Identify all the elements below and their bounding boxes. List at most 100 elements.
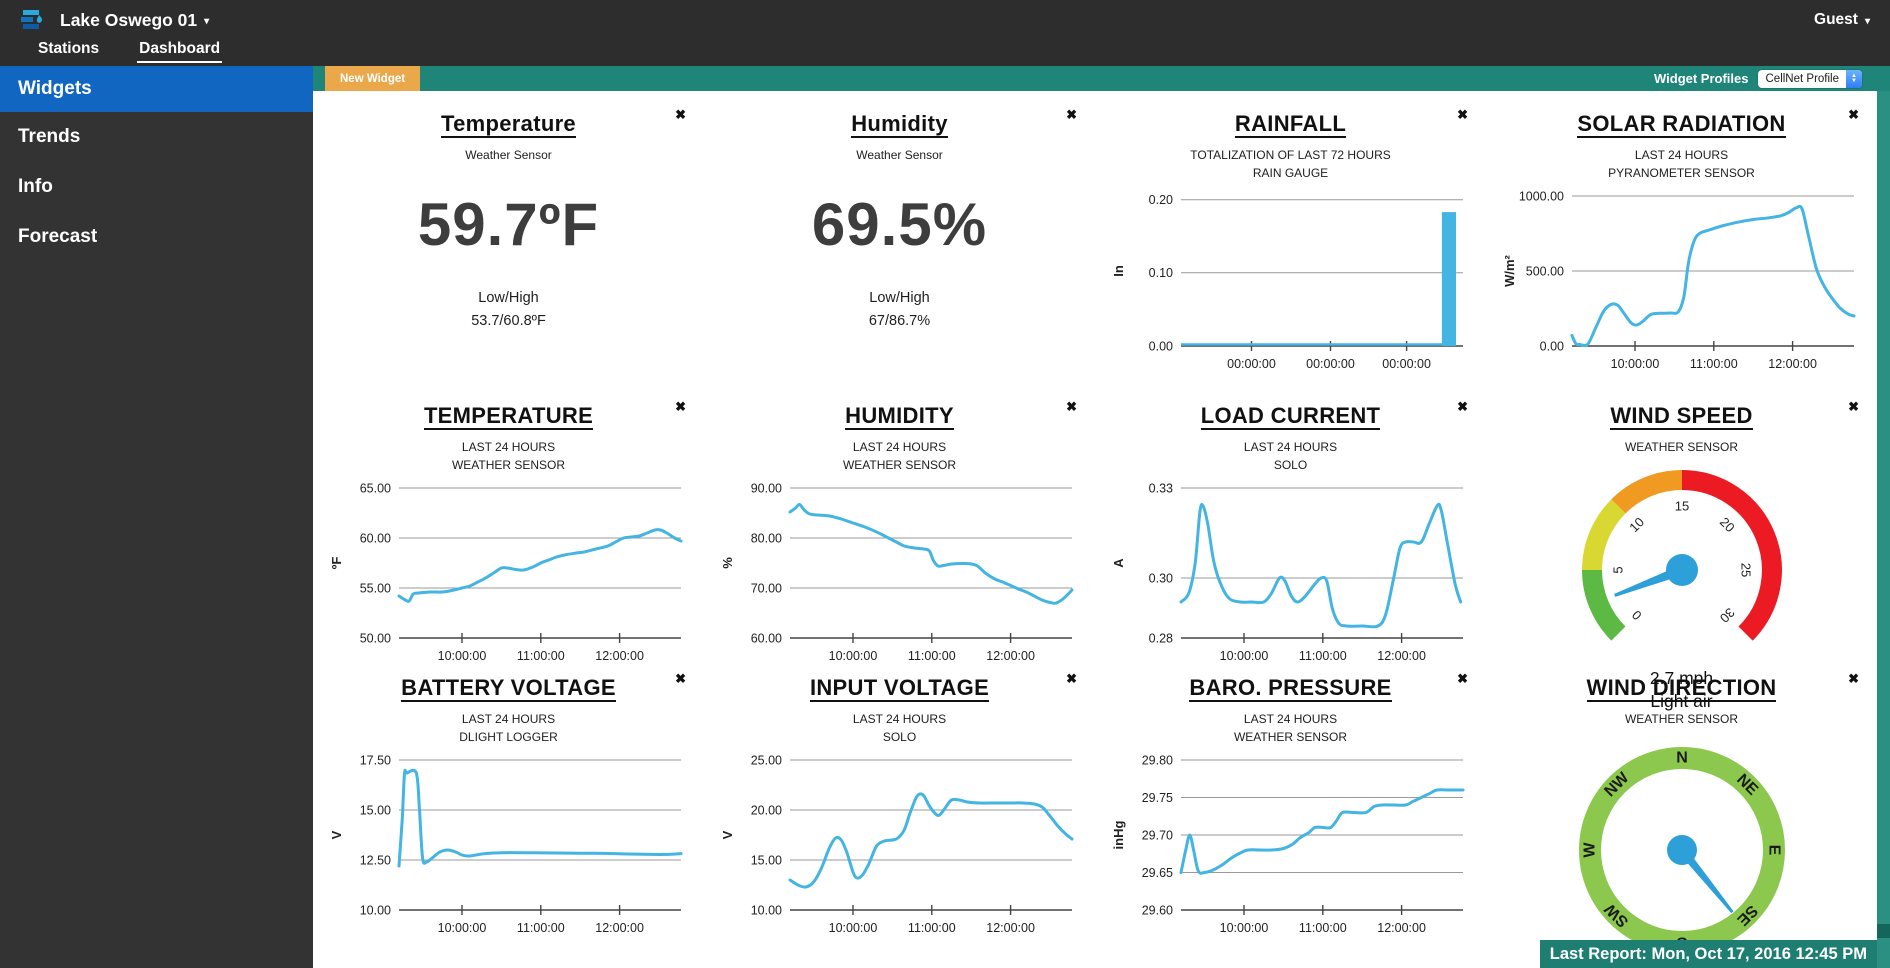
svg-text:00:00:00: 00:00:00 bbox=[1382, 357, 1431, 371]
station-name: Lake Oswego 01 bbox=[60, 9, 198, 30]
svg-text:10:00:00: 10:00:00 bbox=[437, 921, 486, 935]
close-widget-icon[interactable]: ✖ bbox=[1066, 399, 1077, 414]
svg-text:80.00: 80.00 bbox=[750, 532, 781, 546]
widget-title[interactable]: INPUT VOLTAGE bbox=[809, 675, 990, 703]
widget-rainfall: ✖ RAINFALL TOTALIZATION OF LAST 72 HOURS RA… bbox=[1095, 99, 1486, 391]
svg-text:0.00: 0.00 bbox=[1539, 340, 1563, 354]
sidebar-item-widgets[interactable]: Widgets bbox=[0, 66, 313, 112]
close-widget-icon[interactable]: ✖ bbox=[1457, 107, 1468, 122]
new-widget-button[interactable]: New Widget bbox=[325, 66, 421, 91]
user-name: Guest bbox=[1814, 11, 1858, 28]
svg-text:A: A bbox=[1111, 558, 1126, 568]
tab-stations[interactable]: Stations bbox=[38, 39, 100, 57]
close-widget-icon[interactable]: ✖ bbox=[1848, 399, 1859, 414]
close-widget-icon[interactable]: ✖ bbox=[1457, 399, 1468, 414]
svg-text:12:00:00: 12:00:00 bbox=[1768, 357, 1817, 371]
svg-text:29.65: 29.65 bbox=[1141, 866, 1172, 880]
svg-text:11:00:00: 11:00:00 bbox=[516, 921, 564, 935]
svg-text:70.00: 70.00 bbox=[750, 582, 781, 596]
svg-text:29.80: 29.80 bbox=[1141, 754, 1172, 768]
svg-text:0.20: 0.20 bbox=[1148, 193, 1172, 207]
widget-title[interactable]: BATTERY VOLTAGE bbox=[401, 675, 616, 703]
close-widget-icon[interactable]: ✖ bbox=[675, 107, 686, 122]
widget-title[interactable]: HUMIDITY bbox=[845, 403, 954, 431]
widget-subtitle: WEATHER SENSOR bbox=[1624, 440, 1739, 455]
svg-text:30: 30 bbox=[1716, 605, 1737, 626]
close-widget-icon[interactable]: ✖ bbox=[1066, 107, 1077, 122]
widget-title[interactable]: LOAD CURRENT bbox=[1200, 403, 1381, 431]
svg-text:10.00: 10.00 bbox=[750, 904, 781, 918]
widget-title[interactable]: TEMPERATURE bbox=[423, 403, 594, 431]
svg-text:50.00: 50.00 bbox=[359, 632, 390, 646]
scrollbar-thumb[interactable] bbox=[1877, 924, 1890, 938]
svg-text:15.00: 15.00 bbox=[750, 854, 781, 868]
svg-text:%: % bbox=[720, 557, 735, 569]
close-widget-icon[interactable]: ✖ bbox=[1848, 107, 1859, 122]
gauge-wind-speed: 0 5 10 15 20 25 30 bbox=[1581, 470, 1782, 641]
svg-text:29.75: 29.75 bbox=[1141, 791, 1172, 805]
svg-text:15: 15 bbox=[1674, 499, 1688, 514]
widget-profile-select[interactable]: CellNet Profile ▲ ▼ bbox=[1757, 69, 1862, 88]
widget-load-current: ✖ LOAD CURRENT LAST 24 HOURS SOLO 0.33 0.30 0.… bbox=[1095, 391, 1486, 663]
widget-subtitle: Weather Sensor bbox=[465, 148, 552, 163]
svg-text:65.00: 65.00 bbox=[359, 482, 390, 496]
widget-title[interactable]: WIND SPEED bbox=[1610, 403, 1753, 431]
close-widget-icon[interactable]: ✖ bbox=[1457, 671, 1468, 686]
svg-text:10: 10 bbox=[1626, 515, 1647, 536]
svg-text:10:00:00: 10:00:00 bbox=[1219, 649, 1268, 663]
sidebar-item-info[interactable]: Info bbox=[18, 176, 53, 197]
widget-subtitle: LAST 24 HOURS PYRANOMETER SENSOR bbox=[1608, 148, 1755, 181]
widget-subtitle: LAST 24 HOURS WEATHER SENSOR bbox=[1233, 712, 1348, 745]
svg-text:500.00: 500.00 bbox=[1525, 265, 1563, 279]
close-widget-icon[interactable]: ✖ bbox=[675, 399, 686, 414]
svg-text:11:00:00: 11:00:00 bbox=[1689, 357, 1737, 371]
widget-wind-speed: ✖ WIND SPEED WEATHER SENSOR 0 5 10 15 20 25 30 2.7… bbox=[1486, 391, 1877, 711]
user-menu[interactable]: Guest ▾ bbox=[1814, 11, 1870, 29]
app-logo-icon bbox=[20, 8, 46, 32]
svg-text:20: 20 bbox=[1716, 515, 1737, 536]
svg-text:V: V bbox=[720, 831, 735, 840]
top-bar: Lake Oswego 01 ▾ Guest ▾ Stations Dashbo… bbox=[0, 0, 1890, 66]
close-widget-icon[interactable]: ✖ bbox=[675, 671, 686, 686]
scrollbar[interactable] bbox=[1877, 91, 1890, 968]
chevron-down-icon: ▾ bbox=[204, 15, 210, 27]
chart-input-voltage: 25.00 20.00 15.00 10.00 10:00:00 11:00:00 12:0… bbox=[720, 754, 1073, 935]
svg-text:W/m²: W/m² bbox=[1502, 255, 1517, 287]
widget-title[interactable]: Temperature bbox=[441, 111, 576, 139]
chevron-down-icon: ▾ bbox=[1864, 15, 1870, 27]
sidebar-item-forecast[interactable]: Forecast bbox=[18, 226, 98, 247]
svg-text:29.70: 29.70 bbox=[1141, 829, 1172, 843]
svg-text:10:00:00: 10:00:00 bbox=[437, 649, 486, 663]
close-widget-icon[interactable]: ✖ bbox=[1848, 671, 1859, 686]
station-selector[interactable]: Lake Oswego 01 ▾ bbox=[60, 10, 209, 31]
svg-text:ºF: ºF bbox=[329, 557, 344, 570]
main-area: New Widget Widget Profiles CellNet Profi… bbox=[313, 66, 1890, 968]
svg-text:5: 5 bbox=[1610, 567, 1625, 574]
svg-text:0: 0 bbox=[1628, 608, 1644, 624]
widget-subtitle: TOTALIZATION OF LAST 72 HOURS RAIN GAUGE bbox=[1190, 148, 1391, 181]
chart-load-current: 0.33 0.30 0.28 10:00:00 11:00:00 12:00:00 A bbox=[1111, 482, 1463, 663]
svg-text:11:00:00: 11:00:00 bbox=[516, 649, 564, 663]
widget-title[interactable]: WIND DIRECTION bbox=[1586, 675, 1777, 703]
widget-title[interactable]: RAINFALL bbox=[1234, 111, 1347, 139]
current-reading: 59.7ºF bbox=[417, 191, 600, 259]
widget-title[interactable]: SOLAR RADIATION bbox=[1577, 111, 1786, 139]
widget-solar-radiation: ✖ SOLAR RADIATION LAST 24 HOURS PYRANOMETER… bbox=[1486, 99, 1877, 391]
tab-dashboard[interactable]: Dashboard bbox=[137, 40, 223, 63]
svg-text:0.10: 0.10 bbox=[1148, 266, 1172, 280]
widget-profile-value: CellNet Profile bbox=[1765, 72, 1840, 85]
widgets-grid: ✖ Temperature Weather Sensor 59.7ºF Low/High… bbox=[313, 91, 1877, 954]
chart-solar-radiation: 1000.00 500.00 0.00 10:00:00 11:00:00 12:00:0… bbox=[1502, 190, 1855, 371]
svg-text:12:00:00: 12:00:00 bbox=[595, 649, 644, 663]
main-nav: Stations Dashboard bbox=[0, 36, 1890, 66]
last-report-badge: Last Report: Mon, Oct 17, 2016 12:45 PM bbox=[1539, 940, 1877, 968]
widget-profiles-label: Widget Profiles bbox=[1653, 71, 1749, 86]
widget-title[interactable]: BARO. PRESSURE bbox=[1189, 675, 1392, 703]
sidebar-item-trends[interactable]: Trends bbox=[18, 126, 81, 147]
widget-title[interactable]: Humidity bbox=[851, 111, 948, 139]
widget-input-voltage: ✖ INPUT VOLTAGE LAST 24 HOURS SOLO 25.00 20.0… bbox=[704, 663, 1095, 947]
low-high: Low/High 53.7/60.8ºF bbox=[471, 290, 546, 329]
widget-subtitle: LAST 24 HOURS DLIGHT LOGGER bbox=[459, 712, 558, 745]
close-widget-icon[interactable]: ✖ bbox=[1066, 671, 1077, 686]
